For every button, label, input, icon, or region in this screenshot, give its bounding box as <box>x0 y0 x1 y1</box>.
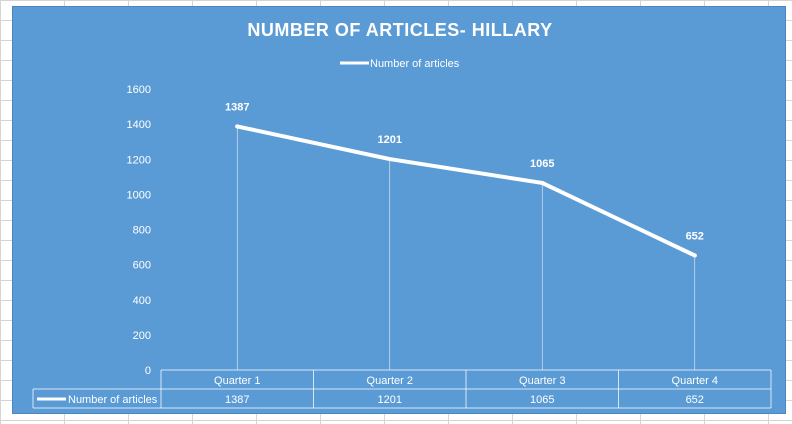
table-value: 652 <box>686 394 704 406</box>
data-point <box>387 157 392 162</box>
series-group <box>235 124 697 258</box>
y-tick-label: 1200 <box>127 154 151 166</box>
y-tick-label: 800 <box>133 225 151 237</box>
data-label: 1065 <box>530 158 554 170</box>
category-label: Quarter 4 <box>672 375 718 387</box>
table-value: 1387 <box>225 394 249 406</box>
legend: Number of articles <box>340 58 460 70</box>
drop-lines <box>236 126 696 370</box>
data-point <box>235 124 240 129</box>
category-label: Quarter 2 <box>367 375 413 387</box>
data-label: 1201 <box>378 134 402 146</box>
table-value: 1201 <box>378 394 402 406</box>
y-tick-label: 200 <box>133 330 151 342</box>
data-label: 652 <box>686 230 704 242</box>
data-table: Quarter 1 1387 Quarter 2 1201 Quarter 3 1065 Q… <box>32 369 772 409</box>
category-label: Quarter 1 <box>214 375 260 387</box>
legend-label: Number of articles <box>370 58 460 70</box>
table-series-name: Number of articles <box>68 394 158 406</box>
line-chart: NUMBER OF ARTICLES- HILLARY Number of ar… <box>32 20 772 409</box>
chart-title: NUMBER OF ARTICLES- HILLARY <box>247 20 552 40</box>
y-axis: 0 200 400 600 800 1000 1200 1400 1600 <box>127 84 151 377</box>
data-label: 1387 <box>225 101 249 113</box>
y-tick-label: 0 <box>145 365 151 377</box>
y-tick-label: 400 <box>133 295 151 307</box>
data-point <box>540 180 545 185</box>
y-tick-label: 1600 <box>127 84 151 96</box>
table-value: 1065 <box>530 394 554 406</box>
y-tick-label: 1000 <box>127 189 151 201</box>
series-line-number-of-articles <box>235 124 697 258</box>
data-labels: 1387 1201 1065 652 <box>225 101 704 242</box>
chart-area: NUMBER OF ARTICLES- HILLARY Number of ar… <box>12 6 786 414</box>
y-tick-label: 600 <box>133 260 151 272</box>
category-label: Quarter 3 <box>519 375 565 387</box>
y-tick-label: 1400 <box>127 119 151 131</box>
data-point <box>692 253 697 258</box>
